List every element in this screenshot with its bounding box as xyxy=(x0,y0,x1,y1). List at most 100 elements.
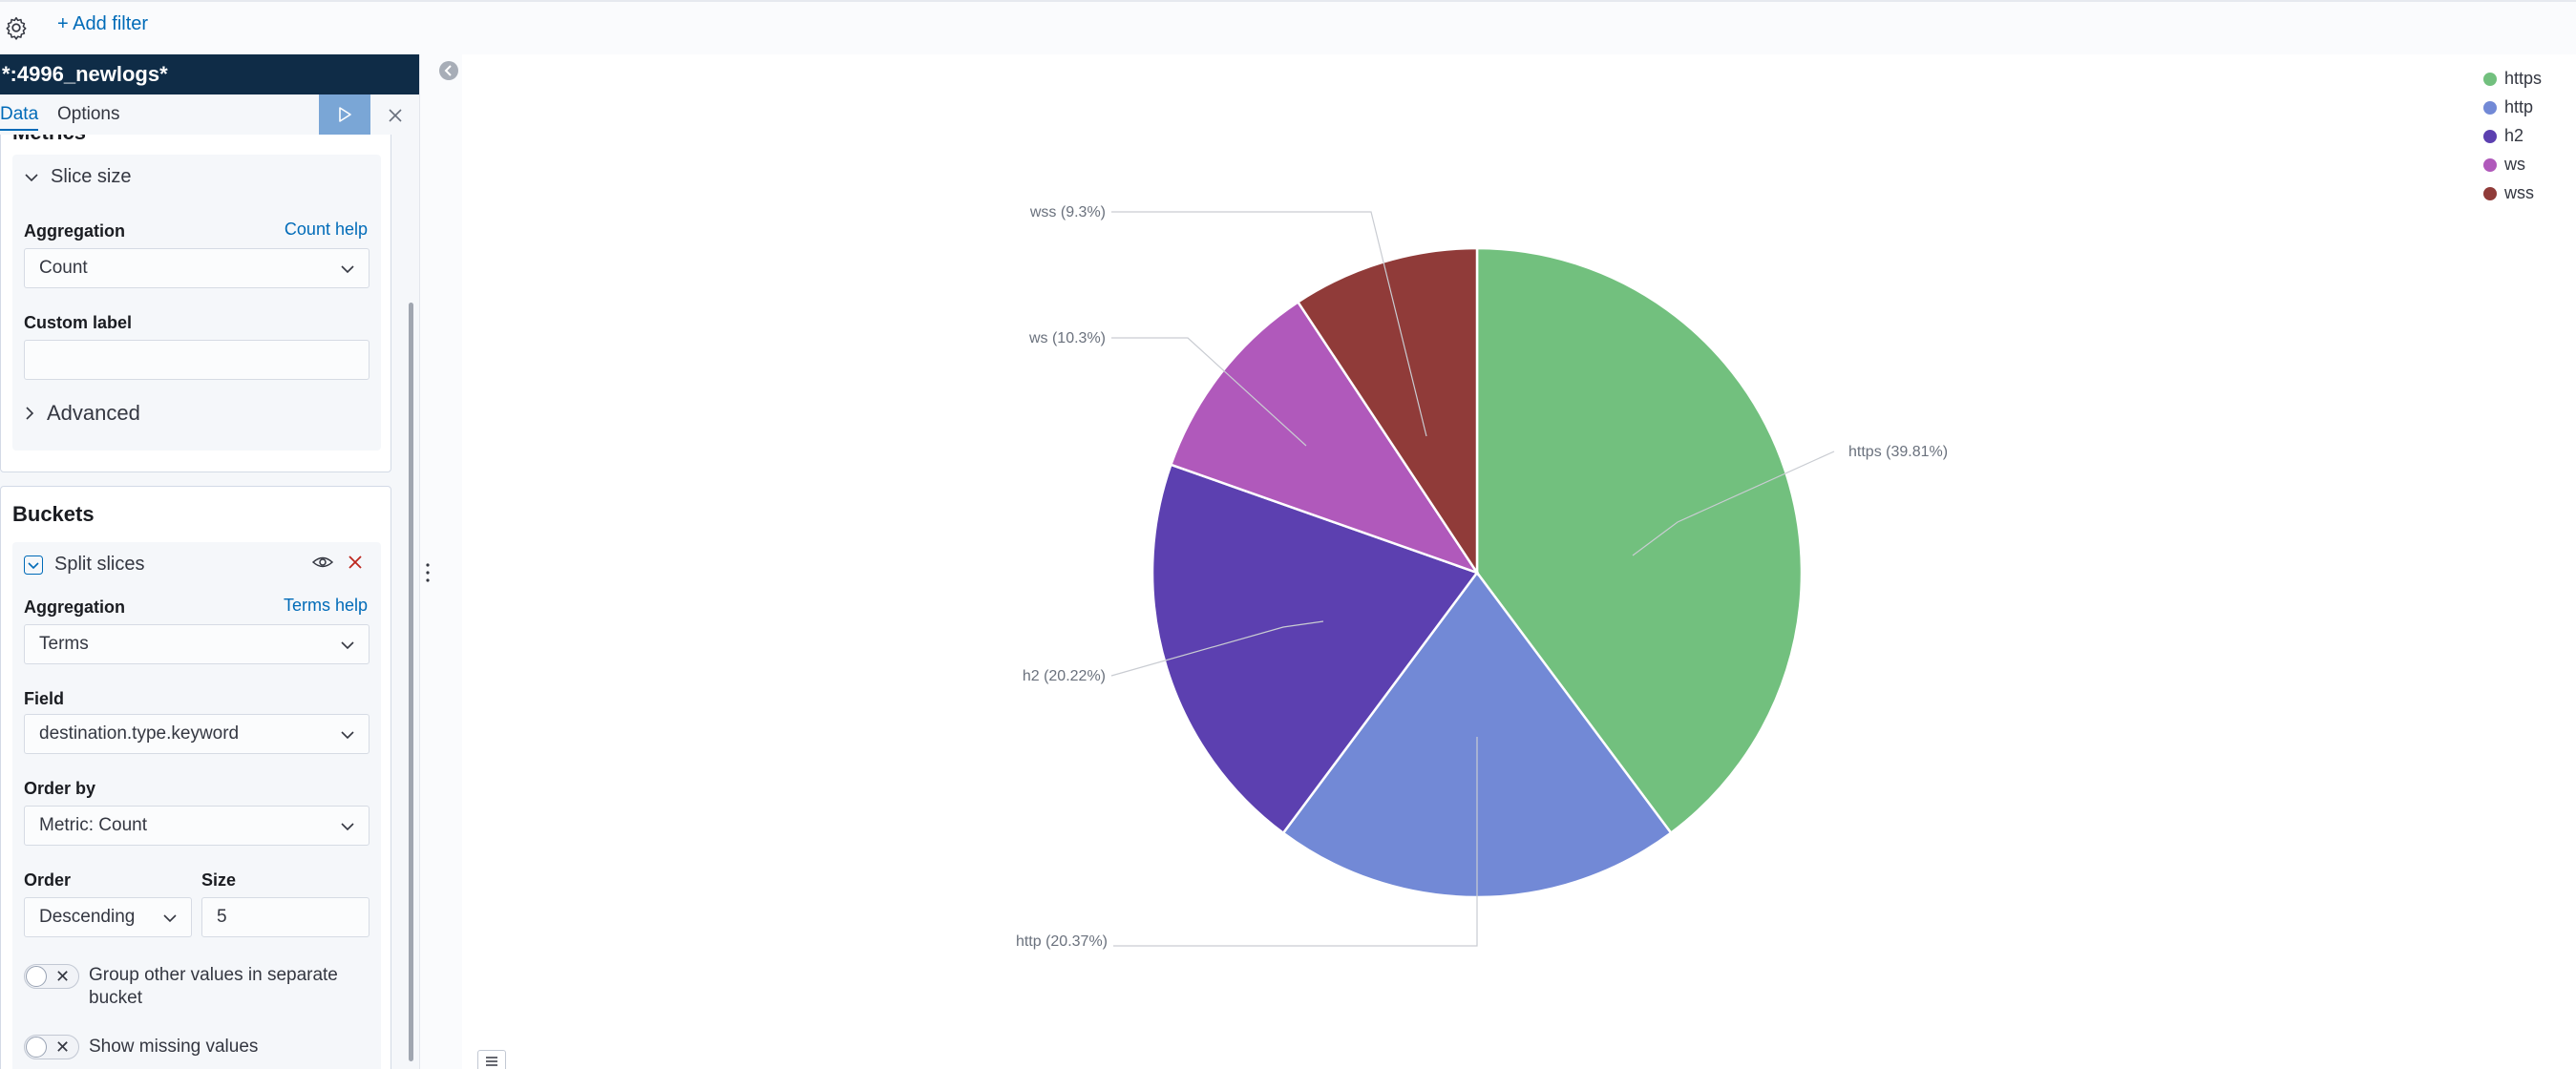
order-label: Order xyxy=(24,870,72,890)
callout-line-wss xyxy=(1111,211,1427,437)
metric-aggregation-value: Count xyxy=(39,258,88,278)
legend-item-https[interactable]: https xyxy=(2483,69,2542,89)
size-label: Size xyxy=(201,870,237,890)
filter-bar: + Add filter xyxy=(0,0,2576,54)
callout-line-ws xyxy=(1111,337,1307,447)
index-pattern-title: *:4996_newlogs* xyxy=(2,62,168,86)
split-slices-toggle[interactable]: Split slices xyxy=(24,554,144,576)
pie-slice-h2[interactable] xyxy=(1151,463,1480,835)
add-filter-button[interactable]: + Add filter xyxy=(57,13,149,34)
callout-label-http: http (20.37%) xyxy=(1016,933,1108,950)
legend-item-ws[interactable]: ws xyxy=(2483,155,2525,175)
chevron-down-icon xyxy=(341,265,354,274)
chevron-down-icon xyxy=(341,823,354,831)
show-missing-label: Show missing values xyxy=(89,1037,259,1057)
collapse-sidebar-button[interactable] xyxy=(439,61,458,80)
buckets-panel: Buckets Split slices Aggregation Terms h… xyxy=(0,486,391,1069)
switch-knob xyxy=(26,1037,47,1058)
remove-icon[interactable] xyxy=(347,554,364,571)
chevron-down-icon xyxy=(341,641,354,650)
callout-line-h2 xyxy=(1110,620,1324,677)
legend-swatch xyxy=(2483,129,2497,143)
index-pattern-header: *:4996_newlogs* xyxy=(0,54,419,94)
slice-size-label: Slice size xyxy=(51,166,132,187)
legend-item-http[interactable]: http xyxy=(2483,97,2533,117)
legend-label: ws xyxy=(2504,155,2525,174)
apply-changes-button[interactable] xyxy=(319,94,370,135)
metrics-panel: Metrics Slice size Aggregation Count hel… xyxy=(0,135,391,472)
order-value: Descending xyxy=(39,907,136,927)
order-by-label: Order by xyxy=(24,779,96,798)
bucket-aggregation-value: Terms xyxy=(39,634,89,654)
legend-item-h2[interactable]: h2 xyxy=(2483,126,2523,146)
group-other-switch[interactable]: ✕ xyxy=(24,964,79,989)
metric-aggregation-select[interactable]: Count xyxy=(24,248,370,288)
field-label: Field xyxy=(24,689,65,708)
close-icon xyxy=(389,109,402,122)
legend-swatch xyxy=(2483,157,2497,172)
editor-sidebar: *:4996_newlogs* Data Options Metrics Sli… xyxy=(0,54,420,1069)
legend-swatch xyxy=(2483,72,2497,86)
switch-knob xyxy=(26,966,47,987)
switch-off-icon: ✕ xyxy=(55,967,71,986)
callout-label-h2: h2 (20.22%) xyxy=(1023,668,1106,684)
advanced-label: Advanced xyxy=(47,401,140,425)
legend-label: http xyxy=(2504,97,2534,116)
callout-line-https xyxy=(1632,451,1835,556)
group-other-label: Group other values in separate bucket xyxy=(89,965,338,1008)
chevron-down-icon xyxy=(163,914,177,923)
legend-label: https xyxy=(2504,69,2543,88)
pie-slice-https[interactable] xyxy=(1475,246,1804,835)
custom-label-input[interactable] xyxy=(24,340,370,380)
switch-off-icon: ✕ xyxy=(55,1038,71,1057)
legend-toggle-button[interactable] xyxy=(477,1050,506,1069)
custom-label-label: Custom label xyxy=(24,313,133,332)
chevron-down-icon xyxy=(341,731,354,740)
field-value: destination.type.keyword xyxy=(39,723,240,744)
eye-icon[interactable] xyxy=(312,554,333,571)
pie-slice-ws[interactable] xyxy=(1169,300,1481,576)
callout-line-http xyxy=(1113,737,1478,947)
slice-size-toggle[interactable]: Slice size xyxy=(24,166,131,188)
play-icon xyxy=(339,107,351,122)
size-input[interactable]: 5 xyxy=(201,897,370,937)
chevron-right-icon xyxy=(26,407,34,420)
resize-handle[interactable] xyxy=(426,561,430,584)
tab-options[interactable]: Options xyxy=(57,104,120,124)
aggregation-label: Aggregation xyxy=(24,221,125,241)
slice-size-accordion: Slice size xyxy=(12,155,381,451)
show-missing-switch[interactable]: ✕ xyxy=(24,1035,79,1059)
bucket-aggregation-label: Aggregation xyxy=(24,597,125,617)
tab-data[interactable]: Data xyxy=(0,104,39,131)
terms-help-link[interactable]: Terms help xyxy=(283,596,368,615)
count-help-link[interactable]: Count help xyxy=(284,220,368,239)
discard-button[interactable] xyxy=(382,102,409,129)
field-select[interactable]: destination.type.keyword xyxy=(24,714,370,754)
editor-tabs: Data Options xyxy=(0,94,419,135)
scrollbar[interactable] xyxy=(409,303,413,1061)
pie-chart: https (39.81%) http (20.37%) h2 (20.22%) ws… xyxy=(1016,204,1948,950)
editor-scroll-area[interactable]: Metrics Slice size Aggregation Count hel… xyxy=(0,135,419,1069)
chevron-down-icon xyxy=(24,555,43,575)
metrics-title: Metrics xyxy=(12,135,86,145)
top-divider xyxy=(0,0,2576,2)
visualization-area: https (39.81%) http (20.37%) h2 (20.22%) ws… xyxy=(462,54,2576,1069)
legend-item-wss[interactable]: wss xyxy=(2483,183,2534,203)
legend-label: wss xyxy=(2504,183,2534,202)
chevron-left-icon xyxy=(444,65,452,76)
order-by-value: Metric: Count xyxy=(39,815,147,835)
split-slices-label: Split slices xyxy=(54,554,145,575)
callout-label-wss: wss (9.3%) xyxy=(1029,204,1106,220)
order-select[interactable]: Descending xyxy=(24,897,192,937)
legend-label: h2 xyxy=(2504,126,2524,145)
order-by-select[interactable]: Metric: Count xyxy=(24,806,370,846)
list-icon xyxy=(486,1057,497,1066)
advanced-toggle[interactable]: Advanced xyxy=(24,401,140,426)
chevron-down-icon xyxy=(25,173,38,181)
gear-icon[interactable] xyxy=(4,15,29,40)
bucket-aggregation-select[interactable]: Terms xyxy=(24,624,370,664)
callout-label-ws: ws (10.3%) xyxy=(1028,330,1106,346)
buckets-title: Buckets xyxy=(12,502,95,526)
legend-swatch xyxy=(2483,186,2497,200)
legend-swatch xyxy=(2483,100,2497,115)
